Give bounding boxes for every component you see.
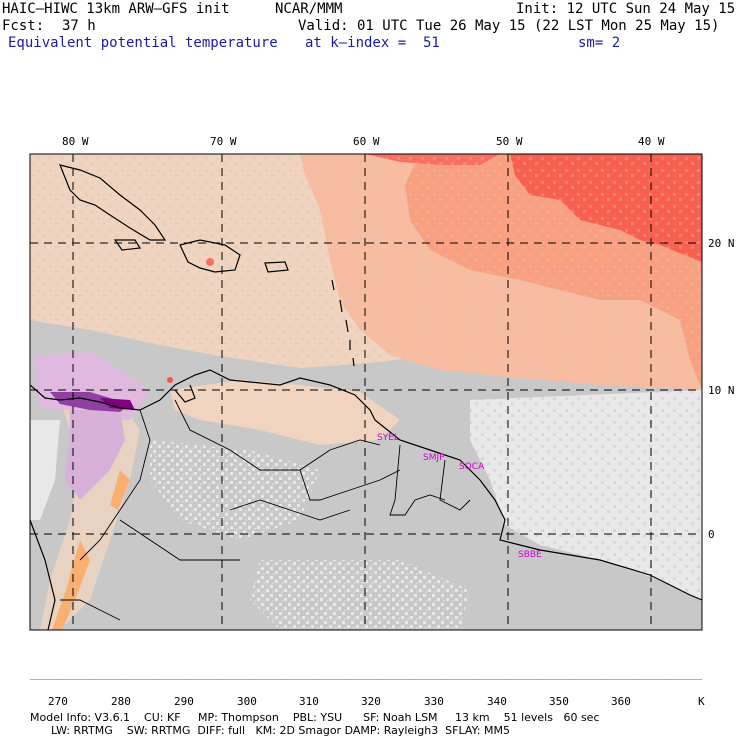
smoothing-setting: sm= 2 <box>578 35 621 51</box>
model-title: HAIC–HIWC 13km ARW–GFS init <box>2 1 230 17</box>
country-borders <box>60 399 471 621</box>
lon-label-80w: 80 W <box>62 135 89 148</box>
graticule <box>30 154 702 630</box>
field-shading <box>30 154 702 630</box>
lat-label-0: 0 <box>708 528 715 541</box>
colorbar-tick-300: 300 <box>237 695 257 708</box>
valid-time: Valid: 01 UTC Tue 26 May 15 (22 LST Mon … <box>298 18 720 34</box>
lon-label-60w: 60 W <box>353 135 380 148</box>
colorbar-tick-270: 270 <box>48 695 68 708</box>
map-frame <box>29 153 703 631</box>
colorbar-tick-290: 290 <box>174 695 194 708</box>
forecast-hour: 37 h <box>62 18 96 34</box>
organization: NCAR/MMM <box>275 1 343 17</box>
station-sbbe: SBBE <box>518 550 542 560</box>
colorbar-unit: K <box>698 695 705 708</box>
lat-label-20n: 20 N <box>708 237 735 250</box>
colorbar-tick-310: 310 <box>299 695 319 708</box>
lat-label-10n: 10 N <box>708 384 735 397</box>
theta-e-map: 80 W 70 W 60 W 50 W 40 W 20 N 10 N 0 SYE… <box>29 135 735 680</box>
level-index: at k–index = 51 <box>305 35 440 51</box>
lon-label-70w: 70 W <box>210 135 237 148</box>
init-time: Init: 12 UTC Sun 24 May 15 <box>516 1 736 17</box>
colorbar-tick-330: 330 <box>424 695 444 708</box>
forecast-label: Fcst: <box>2 18 45 34</box>
station-soca: SOCA <box>459 462 485 472</box>
lon-label-40w: 40 W <box>638 135 665 148</box>
model-info-line2: LW: RRTMG SW: RRTMG DIFF: full KM: 2D Sm… <box>30 724 510 737</box>
station-smjp: SMJP <box>423 453 445 463</box>
colorbar-tick-280: 280 <box>111 695 131 708</box>
field-name: Equivalent potential temperature <box>8 35 278 51</box>
colorbar-tick-340: 340 <box>487 695 507 708</box>
model-info-line1: Model Info: V3.6.1 CU: KF MP: Thompson P… <box>30 711 600 724</box>
lon-label-50w: 50 W <box>496 135 523 148</box>
colorbar-tick-360: 360 <box>611 695 631 708</box>
station-syel: SYEL <box>377 433 399 443</box>
colorbar-tick-320: 320 <box>361 695 381 708</box>
coastlines <box>30 164 702 630</box>
colorbar-tick-350: 350 <box>549 695 569 708</box>
